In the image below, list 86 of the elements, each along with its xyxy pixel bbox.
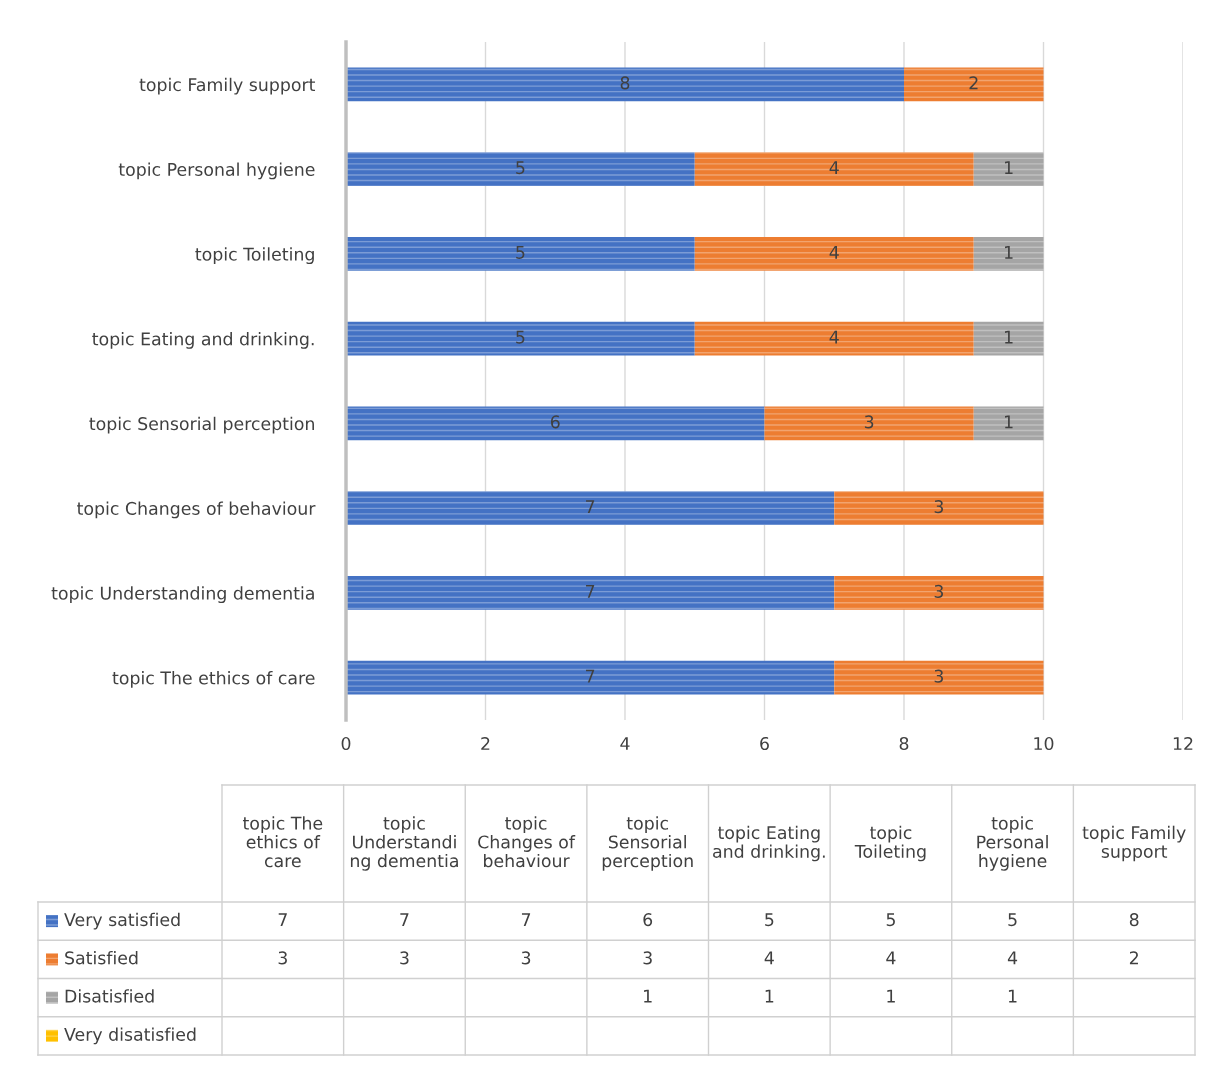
bar [973, 406, 1044, 441]
y-tick-label: topic Toileting [195, 247, 314, 265]
bar [834, 575, 1044, 610]
data-label: 1 [1008, 989, 1017, 1003]
data-label: 3 [934, 669, 944, 683]
data-label: 5 [886, 913, 895, 927]
data-label: 4 [1007, 951, 1018, 965]
data-label: 4 [829, 330, 839, 344]
bar [834, 491, 1044, 526]
bar [694, 152, 974, 187]
data-label: 4 [886, 951, 896, 965]
data-label: 1 [1005, 415, 1013, 429]
bar [764, 406, 974, 441]
bar [973, 321, 1044, 356]
bar [973, 236, 1044, 271]
bar [904, 67, 1044, 102]
bar [694, 321, 974, 356]
category-label: topic Changes of behaviour [478, 816, 576, 868]
data-label: 1 [644, 989, 652, 1003]
data-label: 2 [969, 76, 978, 90]
data-label: 3 [864, 415, 874, 429]
y-tick-label: topic Family support [139, 77, 316, 95]
bar [346, 575, 835, 610]
data-label: 7 [400, 913, 409, 926]
x-tick-label: 0 [341, 736, 351, 751]
x-tick-label: 4 [620, 737, 630, 750]
y-tick-label: topic Eating and drinking. [92, 332, 314, 349]
data-label: 7 [586, 669, 595, 683]
data-label: 5 [765, 913, 774, 927]
x-tick-label: 10 [1034, 736, 1054, 751]
data-label: 1 [1005, 161, 1013, 174]
data-label: 3 [934, 584, 944, 598]
data-label: 1 [765, 989, 774, 1003]
category-label: topic Sensorial perception [602, 816, 693, 871]
legend-label: Disatisfied [65, 989, 154, 1003]
data-label: 7 [586, 500, 595, 513]
data-label: 4 [829, 246, 839, 259]
bar [346, 67, 904, 102]
bar [973, 152, 1044, 187]
y-tick-label: topic Changes of behaviour [77, 501, 316, 519]
data-label: 5 [1008, 913, 1017, 927]
data-label: 3 [400, 951, 409, 965]
data-label: 4 [764, 951, 774, 965]
data-label: 7 [521, 913, 531, 926]
legend-label: Satisfied [65, 950, 138, 965]
data-label: 1 [1005, 246, 1013, 259]
x-tick-label: 12 [1173, 736, 1193, 750]
bar [346, 236, 695, 271]
y-tick-label: topic Understanding dementia [51, 586, 314, 604]
data-label: 3 [643, 951, 652, 965]
data-label: 3 [521, 951, 531, 965]
category-label: topic Understanding dementia [350, 816, 458, 871]
data-label: 8 [1129, 913, 1139, 927]
x-tick-label: 6 [760, 736, 769, 751]
legend-label: Very satisfied [64, 912, 180, 930]
data-label: 6 [643, 913, 653, 927]
data-label: 3 [278, 951, 287, 965]
x-tick-label: 2 [481, 736, 490, 750]
bar [346, 152, 695, 187]
data-label: 1 [1005, 330, 1013, 344]
legend-label: Very disatisfied [64, 1027, 196, 1045]
y-tick-label: topic The ethics of care [112, 671, 315, 688]
category-label: topic Eating and drinking. [713, 825, 825, 862]
data-label: 4 [829, 161, 839, 174]
data-label: 5 [516, 161, 525, 175]
data-label: 6 [550, 415, 560, 429]
x-tick-label: 8 [899, 736, 909, 751]
category-label: topic Toileting [854, 825, 926, 862]
data-label: 8 [620, 76, 630, 90]
bar [346, 660, 835, 695]
data-label: 3 [934, 500, 944, 514]
data-label: 7 [278, 913, 287, 926]
data-label: 5 [516, 246, 525, 259]
category-label: topic Personal hygiene [977, 816, 1048, 871]
bar [694, 236, 974, 271]
data-label: 7 [586, 585, 595, 598]
data-label: 5 [516, 330, 525, 344]
y-tick-label: topic Sensorial perception [89, 416, 314, 434]
bar [346, 491, 835, 526]
data-label: 2 [1129, 951, 1138, 965]
bar [346, 406, 765, 441]
data-label: 1 [887, 989, 895, 1003]
bar [834, 660, 1044, 695]
bar [346, 321, 695, 356]
y-tick-label: topic Personal hygiene [118, 162, 315, 180]
category-label: topic Family support [1082, 825, 1186, 862]
